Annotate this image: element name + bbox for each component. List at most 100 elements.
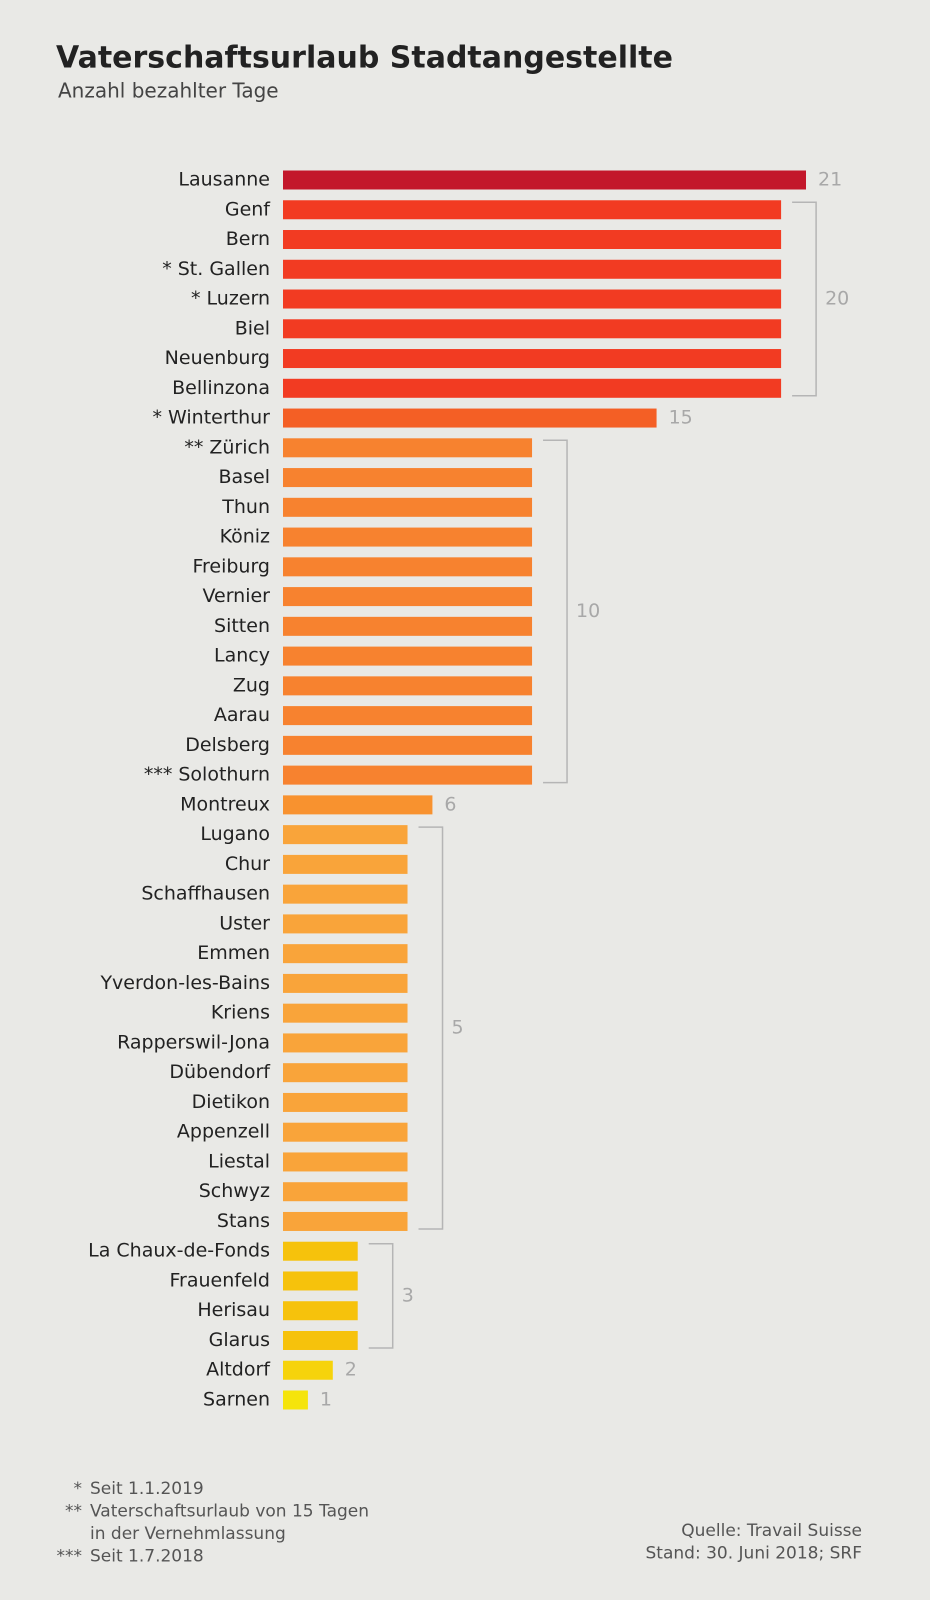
bar	[283, 706, 533, 726]
value-label: 5	[452, 1017, 464, 1039]
value-label: 20	[825, 288, 849, 310]
group-bracket	[418, 826, 444, 1230]
category-label: Montreux	[180, 793, 270, 815]
bar	[283, 587, 533, 607]
category-label: ** Zürich	[184, 436, 270, 458]
value-label: 6	[444, 793, 456, 815]
bar	[283, 1092, 408, 1112]
bar	[283, 230, 782, 250]
category-label: Lausanne	[178, 169, 270, 191]
bar	[283, 378, 782, 398]
category-label: Sitten	[214, 615, 270, 637]
category-label: Yverdon-les-Bains	[99, 972, 270, 994]
category-label: Liestal	[208, 1150, 270, 1172]
category-label: Frauenfeld	[170, 1269, 271, 1291]
bar	[283, 944, 408, 964]
category-label: La Chaux-de-Fonds	[88, 1240, 270, 1262]
category-label: Thun	[221, 496, 270, 518]
value-label: 15	[669, 407, 693, 429]
note-text: Vaterschaftsurlaub von 15 Tagen	[90, 1502, 369, 1522]
category-label: Rapperswil-Jona	[117, 1031, 270, 1053]
bar	[283, 319, 782, 339]
bar	[283, 527, 533, 547]
value-label: 2	[345, 1359, 357, 1381]
category-label: Bern	[226, 228, 270, 250]
bar	[283, 557, 533, 577]
bar	[283, 170, 806, 190]
bar	[283, 1211, 408, 1231]
bar	[283, 438, 533, 458]
bar	[283, 1063, 408, 1083]
bar	[283, 1360, 333, 1380]
bar	[283, 1301, 358, 1321]
category-label: Emmen	[197, 942, 270, 964]
category-label: Uster	[219, 912, 270, 934]
category-label: Lancy	[214, 645, 270, 667]
source: Stand: 30. Juni 2018; SRF	[646, 1544, 862, 1564]
category-label: Dübendorf	[169, 1061, 271, 1083]
bar	[283, 646, 533, 666]
bar	[283, 289, 782, 309]
bar	[283, 408, 657, 428]
note-mark: *	[74, 1479, 83, 1499]
category-label: Bellinzona	[172, 377, 270, 399]
category-label: Vernier	[202, 585, 270, 607]
category-label: Stans	[217, 1210, 270, 1232]
category-label: Herisau	[197, 1299, 270, 1321]
category-label: * Winterthur	[152, 407, 270, 429]
bar	[283, 884, 408, 904]
bar	[283, 497, 533, 517]
bar	[283, 259, 782, 279]
category-label: *** Solothurn	[144, 764, 270, 786]
bar	[283, 1330, 358, 1350]
note-mark: ***	[57, 1547, 83, 1567]
group-bracket	[543, 439, 568, 784]
bar	[283, 1003, 408, 1023]
bar	[283, 1390, 308, 1410]
value-label: 10	[576, 600, 600, 622]
source: Quelle: Travail Suisse	[681, 1521, 862, 1541]
category-label: Appenzell	[177, 1121, 270, 1143]
category-label: Glarus	[209, 1329, 270, 1351]
bar	[283, 1241, 358, 1261]
bar	[283, 795, 433, 815]
bar	[283, 973, 408, 993]
value-label: 3	[402, 1284, 414, 1306]
category-label: Sarnen	[203, 1389, 270, 1411]
bar	[283, 200, 782, 220]
category-label: Delsberg	[185, 734, 270, 756]
note-text: Seit 1.7.2018	[90, 1547, 204, 1567]
category-label: Kriens	[211, 1002, 270, 1024]
bar	[283, 765, 533, 785]
category-label: * St. Gallen	[162, 258, 270, 280]
category-label: Schaffhausen	[141, 883, 270, 905]
bar	[283, 735, 533, 755]
category-label: Altdorf	[206, 1359, 271, 1381]
category-label: Lugano	[200, 823, 270, 845]
bar	[283, 616, 533, 636]
category-label: Schwyz	[199, 1180, 270, 1202]
category-label: Neuenburg	[165, 347, 270, 369]
value-label: 21	[818, 169, 842, 191]
bar	[283, 1122, 408, 1142]
group-bracket	[792, 201, 817, 397]
bar	[283, 1033, 408, 1053]
bar	[283, 1182, 408, 1202]
category-label: Dietikon	[192, 1091, 270, 1113]
note-text: in der Vernehmlassung	[90, 1524, 286, 1544]
category-label: * Luzern	[191, 288, 270, 310]
category-label: Genf	[225, 198, 271, 220]
category-label: Biel	[235, 317, 270, 339]
category-label: Köniz	[220, 526, 270, 548]
category-label: Freiburg	[192, 555, 270, 577]
value-label: 1	[320, 1389, 332, 1411]
note-mark: **	[65, 1502, 82, 1522]
category-label: Chur	[225, 853, 270, 875]
chart-subtitle: Anzahl bezahlter Tage	[58, 79, 279, 103]
bar	[283, 349, 782, 369]
bar	[283, 1152, 408, 1172]
note-text: Seit 1.1.2019	[90, 1479, 204, 1499]
bar	[283, 468, 533, 488]
category-label: Aarau	[214, 704, 270, 726]
